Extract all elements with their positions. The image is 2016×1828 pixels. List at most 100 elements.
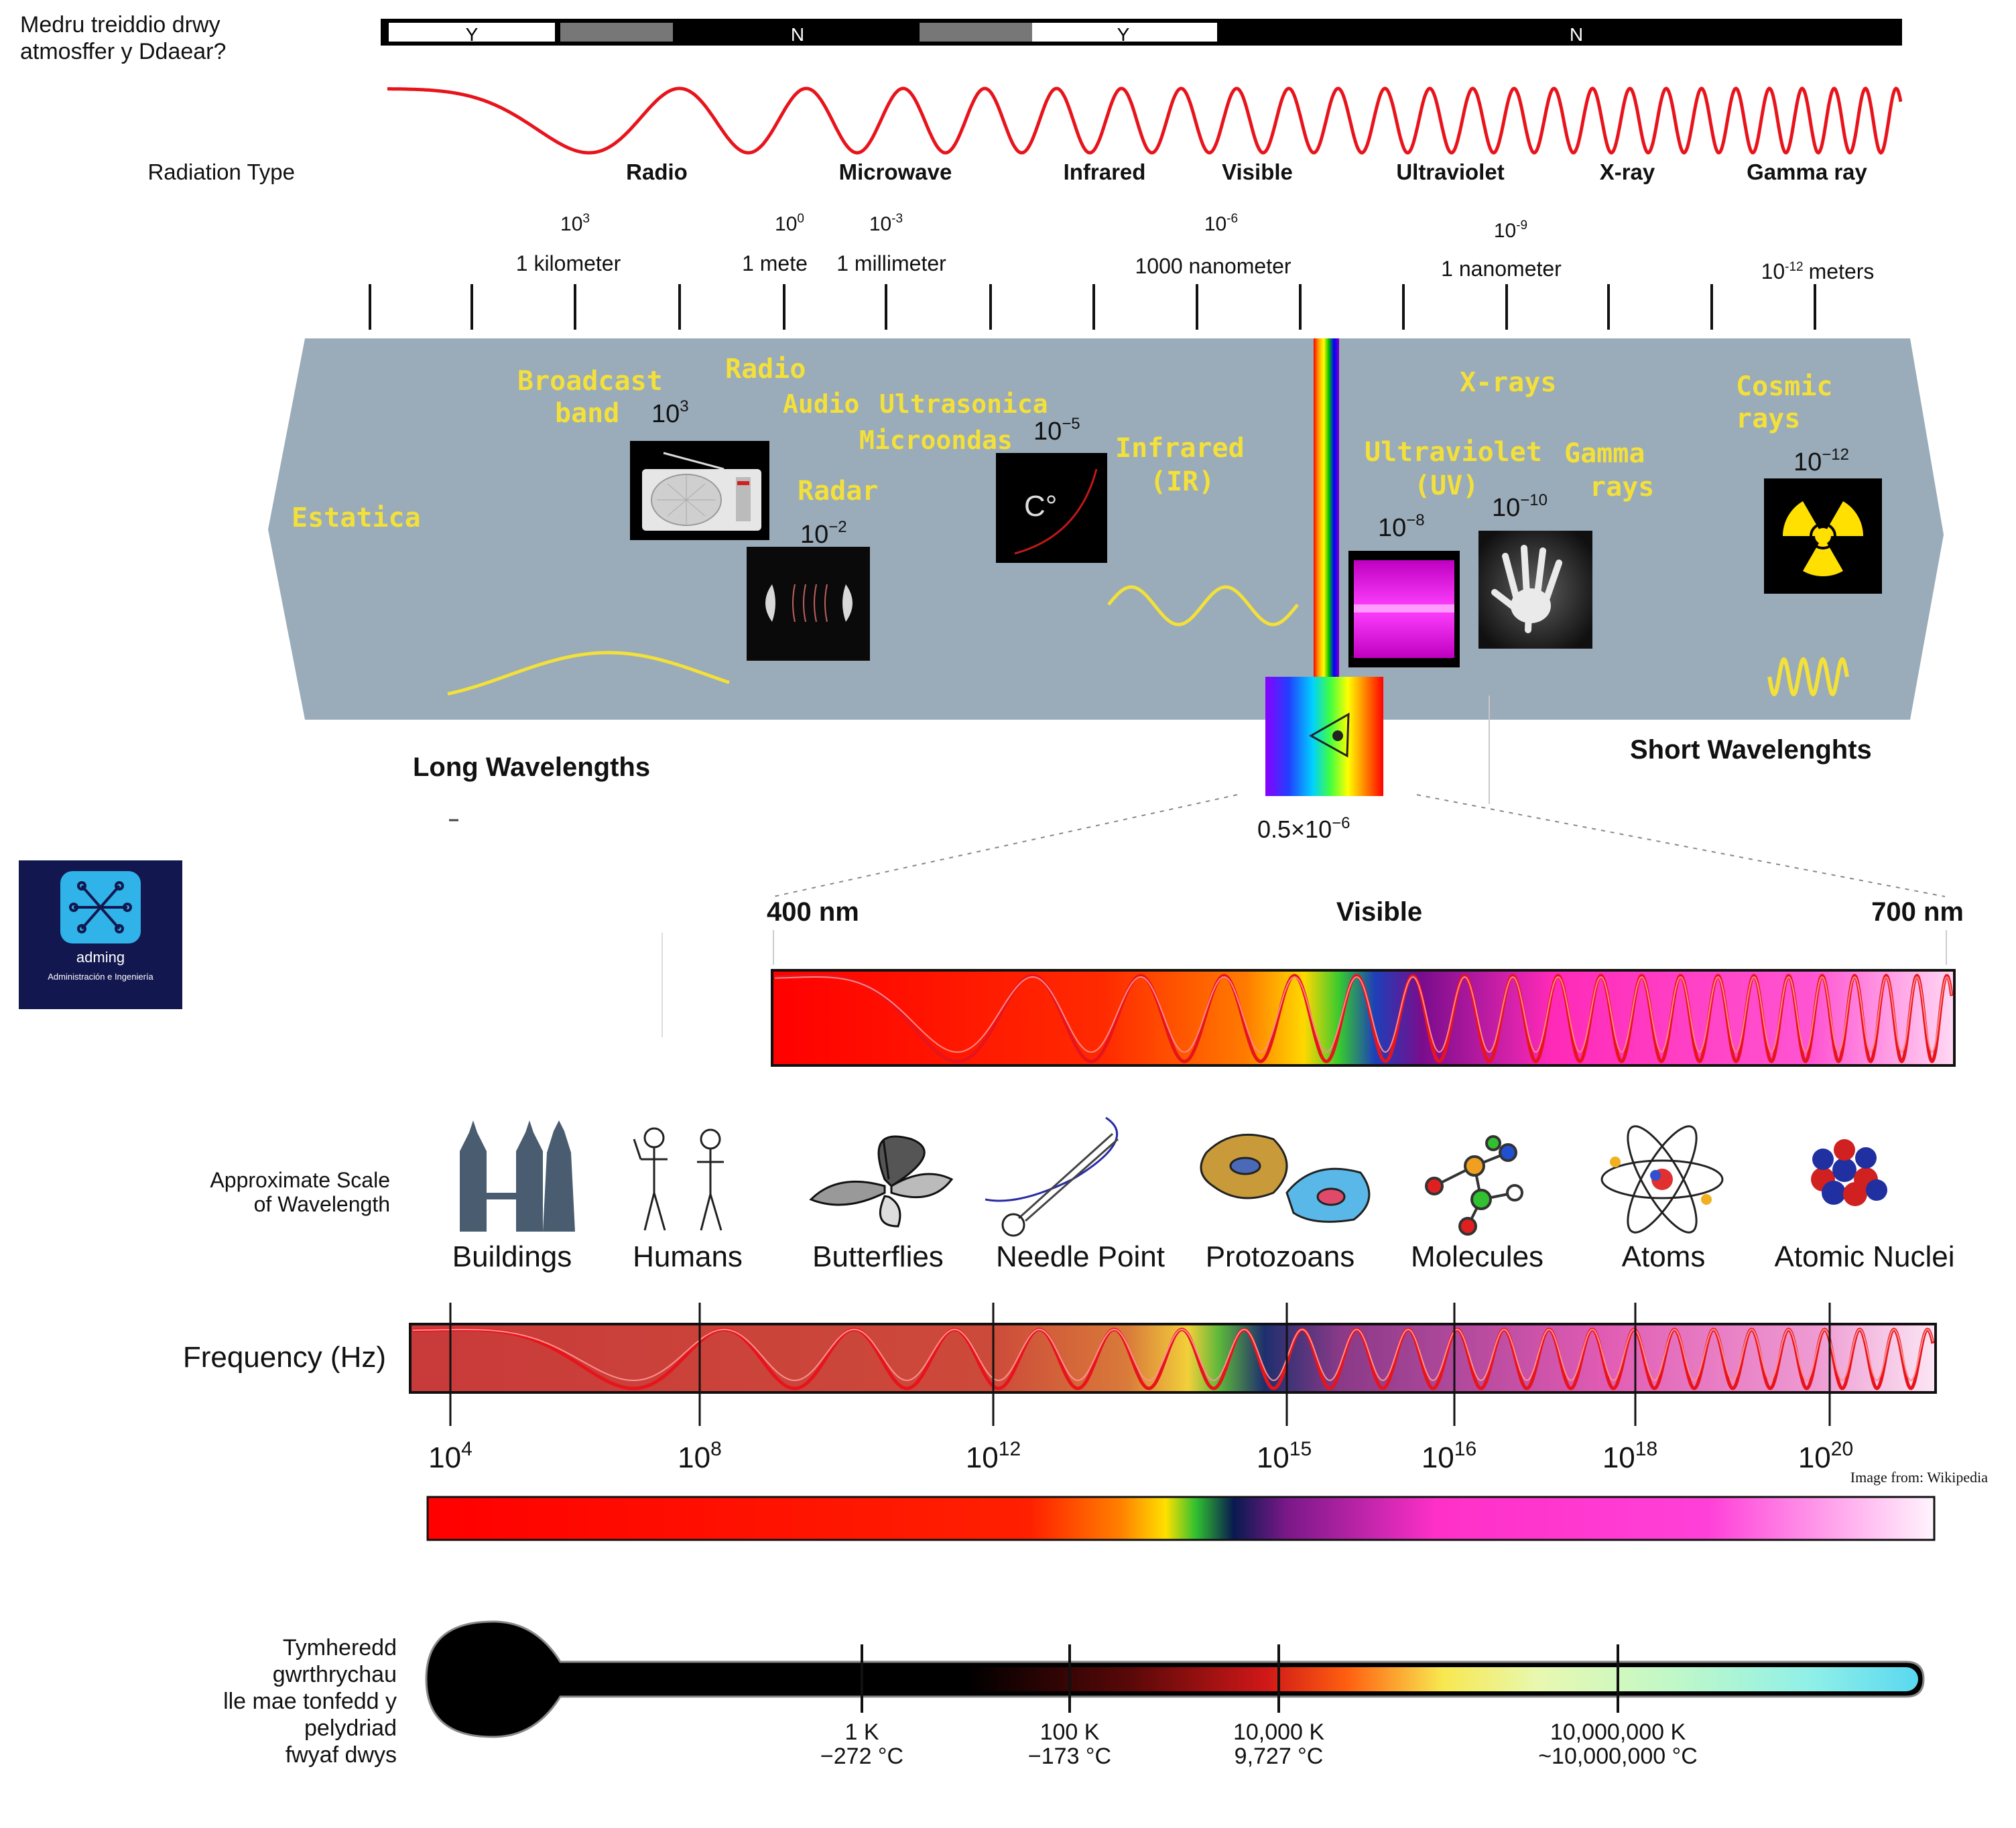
frequency-tick-1e8: 108	[678, 1438, 722, 1474]
scale-item-molecules: Molecules	[1411, 1240, 1544, 1273]
atmosphere-label-n-2: N	[1570, 24, 1583, 45]
temperature-label-line1: Tymheredd	[283, 1635, 397, 1660]
radiation-type-microwave: Microwave	[839, 159, 952, 184]
band-exp-xray: 10−10	[1492, 491, 1548, 522]
short-wavelengths-label: Short Wavelenghts	[1630, 735, 1872, 765]
logo-name: adming	[76, 949, 125, 966]
atomic-nuclei-icon	[1811, 1139, 1887, 1206]
long-wave-yellow	[447, 651, 730, 696]
frequency-wave-thin	[413, 1328, 1934, 1382]
scale-item-atomic-nuclei: Atomic Nuclei	[1775, 1240, 1955, 1273]
temperature-label-line3: lle mae tonfedd y	[223, 1689, 397, 1714]
wavelength-exp-1e-9: 10-9	[1494, 218, 1527, 242]
infrared-wave-yellow	[1107, 585, 1299, 627]
band-label-audio: Audio	[783, 389, 859, 419]
scale-item-butterflies: Butterflies	[812, 1240, 944, 1273]
butterfly-icon	[809, 1135, 954, 1228]
temp-tick-k-3: 10,000 K	[1233, 1719, 1324, 1745]
atmosphere-segment-partial-2	[920, 23, 1032, 42]
protozoans-icon	[1200, 1133, 1371, 1223]
visible-zoom-wave-thin	[775, 976, 1952, 1053]
band-label-radar: Radar	[798, 476, 878, 507]
radiation-type-label: Radiation Type	[147, 159, 295, 184]
temperature-label-line5: fwyaf dwys	[286, 1742, 397, 1768]
temp-tick-k-2: 100 K	[1040, 1719, 1100, 1745]
adming-logo: adming Administración e Ingeniería	[19, 860, 182, 1009]
zoom-lines	[773, 794, 1946, 897]
radiation-type-infrared: Infrared	[1064, 159, 1146, 184]
frequency-tick-1e16: 1016	[1422, 1438, 1476, 1474]
atmosphere-segment-y-2	[1032, 23, 1217, 42]
scale-item-humans: Humans	[633, 1240, 743, 1273]
band-label-microondas: Microondas	[859, 426, 1013, 455]
logo-tagline: Administración e Ingeniería	[48, 972, 153, 982]
atmosphere-segment-partial-1	[560, 23, 673, 42]
atmosphere-segment-y-1	[389, 23, 555, 42]
wavelength-exp-1e3: 103	[560, 212, 590, 235]
radiation-type-xray: X-ray	[1600, 159, 1655, 184]
band-label-ultrasonica: Ultrasonica	[879, 389, 1048, 419]
band-exp-uv: 10−8	[1378, 511, 1425, 542]
visible-rainbow-line	[1314, 338, 1339, 679]
band-label-broadcast-line2: band	[555, 398, 619, 429]
atmosphere-label-n-1: N	[791, 24, 804, 45]
thermometer-gradient	[560, 1667, 1918, 1691]
band-label-infrared-line1: Infrared	[1115, 433, 1245, 464]
wavelength-exp-1e-6: 10-6	[1204, 212, 1238, 235]
wavelength-ticks	[369, 284, 1816, 330]
frequency-ticks-overlay	[449, 1303, 1831, 1426]
scale-item-protozoans: Protozoans	[1206, 1240, 1355, 1273]
band-label-broadcast-line1: Broadcast	[517, 366, 663, 397]
visible-eye-icon	[1265, 677, 1383, 796]
band-exp-cosmic: 10−12	[1793, 446, 1849, 476]
frequency-band	[409, 1323, 1937, 1394]
wavelength-label-meters: 10-12 meters	[1761, 259, 1875, 283]
molecules-icon	[1425, 1135, 1523, 1236]
scale-item-buildings: Buildings	[452, 1240, 572, 1273]
wavelength-label-1000nm: 1000 nanometer	[1135, 254, 1291, 278]
visible-zoom-left-label: 400 nm	[767, 897, 859, 927]
temp-tick-c-4: ~10,000,000 °C	[1538, 1744, 1698, 1769]
radar-icon	[747, 547, 870, 661]
scale-label-line1: Approximate Scale	[210, 1168, 390, 1192]
buildings-icon	[460, 1120, 575, 1232]
image-credit: Image from: Wikipedia	[1850, 1469, 1988, 1486]
visible-wavelength-value: 0.5×10−6	[1257, 814, 1350, 843]
frequency-tick-1e4: 104	[428, 1438, 472, 1474]
atmosphere-question-line2: atmosffer y Ddaear?	[20, 39, 226, 64]
color-spectrum-bar	[426, 1496, 1936, 1541]
band-label-cosmic-line2: rays	[1736, 403, 1800, 434]
band-exp-microwave: 10−5	[1033, 415, 1080, 446]
band-label-estatica: Estatica	[292, 503, 421, 533]
band-label-radio: Radio	[725, 354, 806, 385]
band-label-gamma-line1: Gamma	[1564, 438, 1645, 469]
band-label-xrays: X-rays	[1460, 367, 1557, 398]
wavelength-label-1nm: 1 nanometer	[1441, 257, 1562, 281]
temp-tick-k-4: 10,000,000 K	[1550, 1719, 1686, 1745]
long-wavelengths-label: Long Wavelengths	[413, 753, 650, 782]
radiation-wave	[387, 86, 1903, 155]
radiation-type-visible: Visible	[1222, 159, 1293, 184]
temp-tick-c-1: −272 °C	[820, 1744, 903, 1769]
scale-item-atoms: Atoms	[1622, 1240, 1706, 1273]
frequency-tick-1e18: 1018	[1602, 1438, 1657, 1474]
band-label-infrared-line2: (IR)	[1150, 466, 1214, 497]
thermometer	[425, 1620, 1925, 1738]
gamma-wave-yellow	[1767, 657, 1849, 697]
scale-label-line2: of Wavelength	[254, 1192, 390, 1216]
band-label-cosmic-line1: Cosmic	[1736, 371, 1833, 402]
temp-tick-c-2: −173 °C	[1028, 1744, 1111, 1769]
atmosphere-question-line1: Medru treiddio drwy	[20, 12, 220, 38]
wavelength-label-kilometer: 1 kilometer	[516, 251, 621, 275]
temp-tick-c-3: 9,727 °C	[1235, 1744, 1324, 1769]
frequency-label: Frequency (Hz)	[183, 1341, 386, 1374]
atmosphere-bar: Y N Y N	[381, 19, 1902, 46]
circuit-icon	[69, 881, 132, 933]
ultraviolet-lamp-icon	[1348, 551, 1460, 667]
radio-icon	[630, 441, 769, 540]
atmosphere-label-y-2: Y	[1117, 24, 1130, 45]
scale-item-needle-point: Needle Point	[996, 1240, 1165, 1273]
radiation-type-gamma: Gamma ray	[1747, 159, 1867, 184]
radiation-type-radio: Radio	[626, 159, 688, 184]
wavelength-label-millimeter: 1 millimeter	[836, 251, 946, 275]
